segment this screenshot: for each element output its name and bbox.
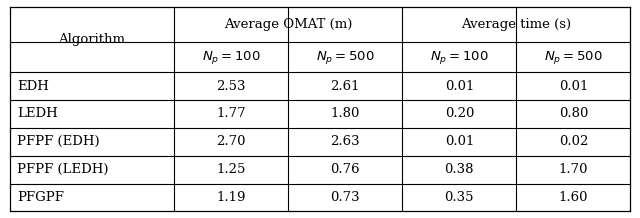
Text: EDH: EDH: [17, 80, 49, 93]
Text: 0.02: 0.02: [559, 135, 588, 148]
Text: 0.80: 0.80: [559, 107, 588, 120]
Text: 0.38: 0.38: [445, 163, 474, 176]
Text: 1.80: 1.80: [331, 107, 360, 120]
Text: 0.76: 0.76: [330, 163, 360, 176]
Text: 0.01: 0.01: [445, 80, 474, 93]
Text: 2.53: 2.53: [216, 80, 246, 93]
Text: 0.01: 0.01: [445, 135, 474, 148]
Text: 1.19: 1.19: [216, 191, 246, 204]
Text: 1.77: 1.77: [216, 107, 246, 120]
Text: 0.35: 0.35: [445, 191, 474, 204]
Text: 2.61: 2.61: [330, 80, 360, 93]
Text: LEDH: LEDH: [17, 107, 58, 120]
Text: PFPF (LEDH): PFPF (LEDH): [17, 163, 109, 176]
Text: 0.20: 0.20: [445, 107, 474, 120]
Text: $N_p = 500$: $N_p = 500$: [316, 49, 374, 66]
Text: 1.70: 1.70: [559, 163, 588, 176]
Text: Average OMAT (m): Average OMAT (m): [224, 18, 353, 31]
Text: PFPF (EDH): PFPF (EDH): [17, 135, 100, 148]
Text: Average time (s): Average time (s): [461, 18, 572, 31]
Text: 1.60: 1.60: [559, 191, 588, 204]
Text: 1.25: 1.25: [216, 163, 246, 176]
Text: 0.01: 0.01: [559, 80, 588, 93]
Text: 2.70: 2.70: [216, 135, 246, 148]
Text: Algorithm: Algorithm: [58, 33, 125, 46]
Text: 0.73: 0.73: [330, 191, 360, 204]
Text: $N_p = 500$: $N_p = 500$: [544, 49, 603, 66]
Text: PFGPF: PFGPF: [17, 191, 64, 204]
Text: 2.63: 2.63: [330, 135, 360, 148]
Text: $N_p = 100$: $N_p = 100$: [430, 49, 489, 66]
Text: $N_p = 100$: $N_p = 100$: [202, 49, 260, 66]
